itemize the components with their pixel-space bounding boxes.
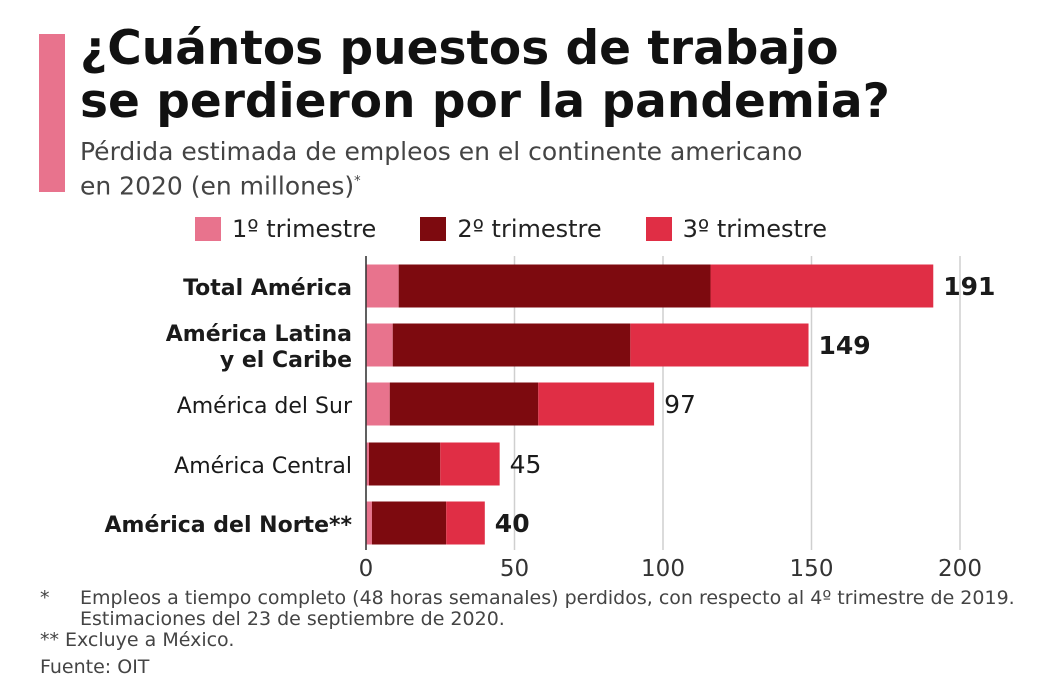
bar-segment-q1 (366, 442, 369, 486)
category-label: América del Norte** (105, 513, 353, 538)
bar-segment-q2 (392, 323, 631, 367)
legend-swatch-q1 (195, 217, 221, 241)
footnote-1: * Empleos a tiempo completo (48 horas se… (40, 588, 1030, 630)
footnote-2-mark: ** (40, 629, 59, 651)
x-tick-label: 200 (938, 556, 982, 582)
chart-legend: 1º trimestre 2º trimestre 3º trimestre (195, 212, 871, 246)
bar-segment-q3 (630, 323, 809, 367)
subtitle-footnote-mark: * (354, 174, 361, 189)
legend-item-q1: 1º trimestre (195, 215, 376, 243)
bar-segment-q1 (366, 264, 399, 308)
footnote-1-text: Empleos a tiempo completo (48 horas sema… (80, 587, 1015, 630)
bar-total-label: 149 (819, 331, 871, 360)
chart-subtitle-line-1: Pérdida estimada de empleos en el contin… (80, 137, 803, 166)
bar-segment-q1 (366, 382, 390, 426)
x-tick-label: 100 (641, 556, 685, 582)
legend-label-q2: 2º trimestre (457, 215, 602, 243)
bar-segment-q2 (371, 501, 447, 545)
x-tick-label: 150 (790, 556, 834, 582)
bar-segment-q3 (710, 264, 934, 308)
legend-label-q3: 3º trimestre (682, 215, 827, 243)
legend-item-q2: 2º trimestre (420, 215, 602, 243)
chart-title-line-2: se perdieron por la pandemia? (80, 74, 890, 129)
chart-subtitle-line-2-text: en 2020 (en millones) (80, 171, 355, 201)
source-note: Fuente: OIT (40, 656, 150, 678)
legend-swatch-q3 (645, 217, 672, 241)
category-label: Total América (183, 276, 352, 301)
legend-label-q1: 1º trimestre (232, 215, 377, 243)
bar-total-label: 97 (664, 390, 696, 419)
bar-segment-q2 (398, 264, 711, 308)
chart-title: ¿Cuántos puestos de trabajo se perdieron… (80, 22, 1030, 128)
footnotes: * Empleos a tiempo completo (48 horas se… (40, 588, 1030, 678)
footnote-2: ** Excluye a México. (40, 630, 1030, 651)
category-label: América del Sur (177, 394, 353, 419)
bar-segment-q2 (368, 442, 441, 486)
title-accent-bar (39, 34, 65, 192)
bar-segment-q2 (389, 382, 539, 426)
bar-total-label: 45 (510, 450, 542, 479)
footnote-1-mark: * (40, 587, 50, 609)
bar-total-label: 191 (943, 272, 995, 301)
legend-item-q3: 3º trimestre (645, 215, 827, 243)
chart-subtitle-line-2: en 2020 (en millones)* (80, 167, 1030, 201)
bar-total-label: 40 (495, 509, 530, 538)
bar-segment-q3 (446, 501, 485, 545)
chart-title-line-1: ¿Cuántos puestos de trabajo (80, 21, 839, 76)
bar-segment-q3 (538, 382, 655, 426)
category-label: América Latina (166, 322, 352, 347)
category-label: América Central (174, 454, 352, 479)
x-tick-label: 0 (359, 556, 374, 582)
bar-segment-q1 (366, 323, 393, 367)
legend-swatch-q2 (420, 217, 447, 241)
x-tick-label: 50 (500, 556, 529, 582)
footnote-2-text: Excluye a México. (65, 629, 235, 651)
bar-segment-q1 (366, 501, 372, 545)
category-label: y el Caribe (220, 348, 352, 373)
bar-segment-q3 (440, 442, 500, 486)
chart-subtitle: Pérdida estimada de empleos en el contin… (80, 137, 1030, 201)
